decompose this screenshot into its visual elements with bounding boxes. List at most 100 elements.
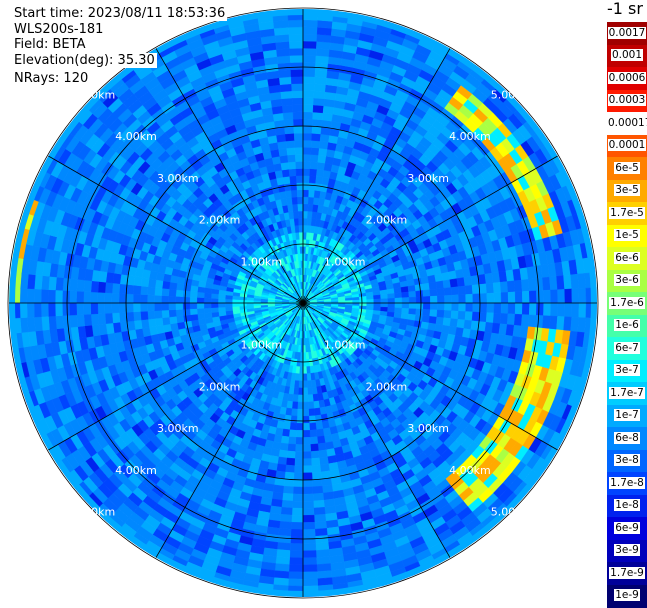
beta-cell bbox=[291, 522, 303, 529]
beta-cell bbox=[486, 313, 494, 323]
beta-cell bbox=[521, 279, 529, 291]
beta-cell bbox=[395, 303, 402, 308]
beta-cell bbox=[255, 597, 272, 606]
beta-cell bbox=[303, 494, 313, 501]
beta-cell bbox=[197, 303, 204, 309]
beta-cell bbox=[473, 303, 480, 312]
beta-cell bbox=[285, 472, 295, 480]
beta-cell bbox=[296, 437, 303, 444]
beta-cell bbox=[350, 594, 367, 604]
beta-cell bbox=[281, 436, 289, 444]
beta-cell bbox=[204, 308, 212, 314]
beta-cell bbox=[303, 452, 311, 459]
beta-cell bbox=[140, 311, 148, 320]
beta-cell bbox=[597, 255, 606, 272]
beta-cell bbox=[141, 278, 149, 287]
beta-cell bbox=[169, 296, 176, 303]
beta-cell bbox=[529, 303, 536, 315]
beta-cell bbox=[183, 309, 191, 316]
beta-cell bbox=[365, 5, 382, 16]
beta-cell bbox=[380, 586, 397, 597]
beta-cell bbox=[303, 154, 311, 161]
beta-cell bbox=[98, 313, 106, 324]
beta-cell bbox=[155, 288, 163, 296]
beta-cell bbox=[303, 430, 310, 437]
beta-cell bbox=[479, 312, 487, 322]
beta-cell bbox=[177, 322, 185, 330]
beta-cell bbox=[197, 292, 205, 298]
beta-cell bbox=[278, 457, 287, 465]
beta-cell bbox=[590, 224, 601, 241]
beta-cell bbox=[423, 296, 430, 303]
beta-cell bbox=[309, 409, 315, 417]
beta-cell bbox=[459, 303, 466, 312]
beta-cell bbox=[225, 299, 232, 303]
beta-cell bbox=[303, 218, 307, 225]
beta-cell bbox=[359, 296, 366, 300]
beta-cell bbox=[303, 169, 310, 176]
beta-cell bbox=[183, 303, 190, 309]
beta-cell bbox=[409, 297, 416, 303]
beta-cell bbox=[311, 148, 320, 156]
beta-cell bbox=[575, 410, 588, 427]
beta-cell bbox=[465, 285, 473, 294]
beta-cell bbox=[450, 279, 458, 288]
beta-cell bbox=[410, 575, 427, 588]
beta-cell bbox=[280, 514, 292, 522]
beta-cell bbox=[161, 303, 168, 310]
beta-cell bbox=[408, 285, 416, 292]
beta-cell bbox=[299, 381, 303, 388]
beta-cell bbox=[303, 423, 310, 430]
beta-cell bbox=[294, 466, 303, 473]
beta-cell bbox=[528, 279, 536, 292]
beta-cell bbox=[367, 299, 374, 303]
beta-cell bbox=[311, 458, 320, 466]
beta-cell bbox=[500, 282, 508, 293]
beta-cell bbox=[41, 316, 49, 330]
beta-cell bbox=[458, 311, 466, 320]
beta-cell bbox=[290, 423, 297, 431]
beta-cell bbox=[436, 281, 444, 289]
beta-cell bbox=[41, 289, 49, 303]
beta-cell bbox=[277, 542, 290, 550]
beta-cell bbox=[225, 307, 232, 311]
beta-cell bbox=[240, 594, 257, 604]
beta-cell bbox=[98, 292, 105, 303]
beta-cell bbox=[579, 303, 587, 318]
beta-cell bbox=[155, 310, 163, 318]
beta-cell bbox=[197, 297, 204, 303]
beta-cell bbox=[282, 429, 290, 437]
beta-cell bbox=[464, 276, 472, 286]
beta-cell bbox=[430, 303, 437, 310]
beta-cell bbox=[289, 572, 304, 579]
beta-cell bbox=[315, 70, 328, 78]
beta-cell bbox=[211, 303, 218, 308]
beta-cell bbox=[292, 515, 304, 522]
beta-cell bbox=[416, 309, 424, 316]
beta-cell bbox=[169, 316, 177, 324]
beta-cell bbox=[69, 303, 76, 315]
beta-cell bbox=[319, 457, 328, 465]
beta-cell bbox=[140, 286, 148, 295]
beta-cell bbox=[27, 274, 35, 289]
beta-cell bbox=[423, 290, 431, 297]
beta-cell bbox=[155, 280, 163, 289]
beta-cell bbox=[557, 276, 565, 290]
beta-cell bbox=[98, 303, 105, 314]
beta-cell bbox=[105, 303, 112, 313]
beta-cell bbox=[303, 190, 309, 197]
beta-cell bbox=[572, 289, 579, 304]
beta-cell bbox=[155, 318, 163, 327]
beta-cell bbox=[284, 479, 294, 487]
beta-cell bbox=[140, 295, 147, 304]
beta-cell bbox=[303, 381, 307, 388]
beta-cell bbox=[320, 134, 330, 142]
beta-cell bbox=[211, 307, 218, 312]
beta-cell bbox=[319, 450, 328, 458]
beta-cell bbox=[292, 508, 303, 515]
beta-cell bbox=[20, 318, 28, 333]
beta-cell bbox=[430, 310, 438, 317]
beta-cell bbox=[564, 317, 572, 331]
beta-cell bbox=[312, 465, 321, 473]
beta-cell bbox=[0, 255, 9, 272]
